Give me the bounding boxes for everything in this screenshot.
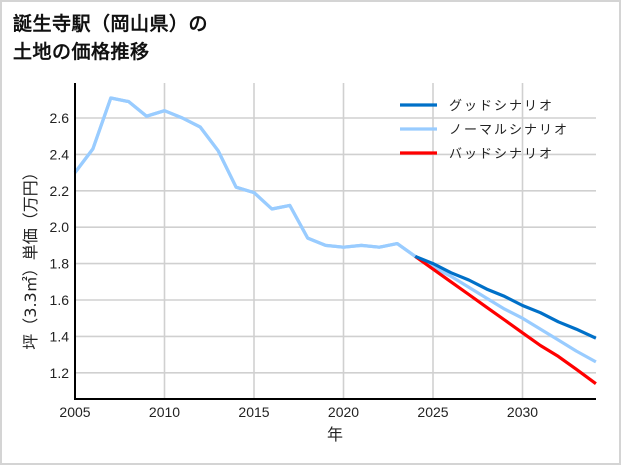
y-tick-label: 2.0 xyxy=(50,219,70,235)
chart-title-line2: 土地の価格推移 xyxy=(13,41,150,63)
y-tick-label: 1.4 xyxy=(50,328,70,344)
y-axis-label: 坪（3.3㎡）単価（万円） xyxy=(21,164,40,349)
y-tick-label: 2.4 xyxy=(50,146,70,162)
series-line xyxy=(414,254,597,340)
x-tick-label: 2015 xyxy=(238,404,269,420)
y-tick-label: 1.2 xyxy=(50,365,70,381)
y-tick-label: 1.6 xyxy=(50,292,70,308)
legend-label: グッドシナリオ xyxy=(449,99,554,114)
legend-label: バッドシナリオ xyxy=(449,147,554,162)
tick-labels: 1.2 1.4 1.6 1.8 2.0 2.2 2.4 2.6 2005 2010 2015 2020… xyxy=(50,110,539,420)
series-lines xyxy=(73,96,597,385)
historic-line xyxy=(73,96,417,258)
y-tick-label: 2.6 xyxy=(50,110,70,126)
gridlines xyxy=(75,83,596,399)
x-axis-label: 年 xyxy=(327,425,343,444)
axes xyxy=(74,83,596,400)
y-tick-label: 2.2 xyxy=(50,183,70,199)
x-tick-label: 2005 xyxy=(59,404,90,420)
x-tick-label: 2020 xyxy=(328,404,359,420)
x-tick-label: 2010 xyxy=(149,404,180,420)
series-line xyxy=(414,254,597,385)
y-tick-label: 1.8 xyxy=(50,256,70,272)
chart-title: 誕生寺駅（岡山県）の 土地の価格推移 xyxy=(13,10,208,66)
chart-title-line1: 誕生寺駅（岡山県）の xyxy=(13,13,209,35)
x-tick-label: 2025 xyxy=(417,404,448,420)
x-tick-label: 2030 xyxy=(507,404,538,420)
legend-label: ノーマルシナリオ xyxy=(449,123,569,138)
